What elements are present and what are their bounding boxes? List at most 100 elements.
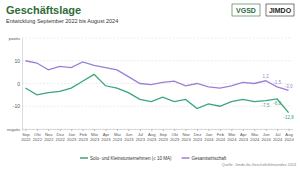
- x-tick-label: Jul2023: [136, 132, 146, 142]
- x-tick-label: Feb2024: [216, 132, 226, 142]
- x-tick-mark: [151, 129, 152, 131]
- y-tick-label: 0: [17, 81, 20, 87]
- x-tick-label: Jan2023: [67, 132, 77, 142]
- y-axis: negativ-10010positiv: [7, 36, 22, 132]
- x-tick-mark: [117, 129, 118, 131]
- logo: VGSD: [232, 4, 260, 16]
- x-tick-mark: [197, 129, 198, 131]
- x-tick-mark: [94, 129, 95, 131]
- legend-label: Solo- und Kleinstunternehmen (≤ 10 MA): [90, 156, 172, 161]
- x-tick-mark: [128, 129, 129, 131]
- data-label: 1,2: [263, 74, 270, 79]
- y-tick-label: positiv: [9, 36, 20, 41]
- logo-text: VGSD: [236, 7, 256, 14]
- y-tick-label: -10: [13, 103, 20, 109]
- legend-label: Gesamtwirtschaft: [192, 156, 228, 161]
- x-tick-label: Dez2023: [193, 132, 203, 142]
- x-tick-label: Sep2022: [21, 132, 31, 142]
- x-tick-mark: [266, 129, 267, 131]
- x-tick-mark: [37, 129, 38, 131]
- x-tick-label: Nov2022: [44, 132, 54, 142]
- x-tick-label: Apr2023: [101, 132, 111, 142]
- x-tick: Nov2023: [181, 129, 191, 142]
- data-label: -12,8: [283, 115, 294, 120]
- data-label: -7,5: [262, 103, 270, 108]
- x-axis-line: [23, 130, 293, 132]
- x-tick-label: Okt2022: [33, 132, 43, 142]
- x-tick-label: Jul2024: [273, 132, 283, 142]
- x-tick: Sep2023: [159, 129, 169, 142]
- x-tick-mark: [243, 129, 244, 131]
- x-tick-label: Aug2023: [147, 132, 157, 142]
- plot: [25, 61, 288, 113]
- x-tick-mark: [48, 129, 49, 131]
- x-tick: Jan2024: [204, 129, 214, 142]
- x-tick-mark: [277, 129, 278, 131]
- x-tick: Apr2024: [239, 129, 249, 142]
- data-label: -3,0: [285, 84, 293, 89]
- data-labels: -7,5-6,8-12,81,2-1,5-3,0: [262, 74, 294, 119]
- x-tick-mark: [83, 129, 84, 131]
- x-tick: Aug2023: [147, 129, 157, 142]
- x-tick-label: Dez2022: [56, 132, 66, 142]
- x-tick-mark: [208, 129, 209, 131]
- grid-line: [22, 38, 292, 39]
- x-axis: Sep2022Okt2022Nov2022Dez2022Jan2023Feb20…: [21, 129, 294, 142]
- x-tick-label: Mär2023: [90, 132, 100, 142]
- y-tick: negativ: [7, 127, 22, 132]
- x-tick: Feb2023: [78, 129, 88, 142]
- logo-box: [266, 4, 294, 16]
- x-tick-label: Mai2024: [250, 132, 260, 142]
- x-tick-label: Mai2023: [113, 132, 123, 142]
- x-tick: Mär2024: [227, 129, 237, 142]
- x-tick: Mär2023: [90, 129, 100, 142]
- x-tick-mark: [289, 129, 290, 131]
- x-tick: Feb2024: [216, 129, 226, 142]
- x-tick: Okt2023: [170, 129, 180, 142]
- y-tick-label: negativ: [7, 127, 20, 132]
- x-tick-mark: [25, 129, 26, 131]
- x-tick-label: Feb2023: [78, 132, 88, 142]
- x-tick-mark: [174, 129, 175, 131]
- x-tick-label: Jan2024: [204, 132, 214, 142]
- x-tick-label: Jun2023: [124, 132, 134, 142]
- source: Quelle: Jimdo-ifo-Geschäftsklimaindex 20…: [222, 163, 296, 167]
- x-tick: Aug2024: [284, 129, 294, 142]
- x-tick-label: Nov2023: [181, 132, 191, 142]
- x-tick: Mai2024: [250, 129, 260, 142]
- chart: GeschäftslageEntwicklung September 2022 …: [0, 0, 300, 169]
- logo: JIMDO: [266, 4, 294, 16]
- subtitle: Entwicklung September 2022 bis August 20…: [6, 18, 118, 24]
- x-tick-label: Sep2023: [159, 132, 169, 142]
- x-tick-mark: [60, 129, 61, 131]
- grid-line: [22, 60, 292, 61]
- x-tick: Dez2022: [56, 129, 66, 142]
- x-tick: Dez2023: [193, 129, 203, 142]
- legend-swatch: [182, 157, 190, 159]
- x-tick-label: Okt2023: [170, 132, 180, 142]
- logo-box: [232, 4, 260, 16]
- x-tick-mark: [231, 129, 232, 131]
- legend-swatch: [80, 157, 88, 159]
- x-tick-mark: [163, 129, 164, 131]
- y-tick: -10: [13, 103, 22, 109]
- logo-text: JIMDO: [269, 7, 292, 14]
- x-tick: Jun2023: [124, 129, 134, 142]
- x-tick-mark: [106, 129, 107, 131]
- y-axis-line: [22, 39, 23, 130]
- series-line: [25, 61, 288, 91]
- x-tick-mark: [140, 129, 141, 131]
- x-tick-label: Aug2024: [284, 132, 294, 142]
- y-tick: 0: [17, 81, 22, 87]
- x-tick-mark: [220, 129, 221, 131]
- x-tick-mark: [186, 129, 187, 131]
- x-tick: Sep2022: [21, 129, 31, 142]
- x-tick-label: Apr2024: [239, 132, 249, 142]
- grid-line: [22, 106, 292, 107]
- x-tick: Jul2024: [273, 129, 283, 142]
- x-tick-label: Mär2024: [227, 132, 237, 142]
- series-line: [25, 74, 288, 112]
- data-label: -1,5: [273, 80, 281, 85]
- x-tick: Jul2023: [136, 129, 146, 142]
- x-tick: Okt2022: [33, 129, 43, 142]
